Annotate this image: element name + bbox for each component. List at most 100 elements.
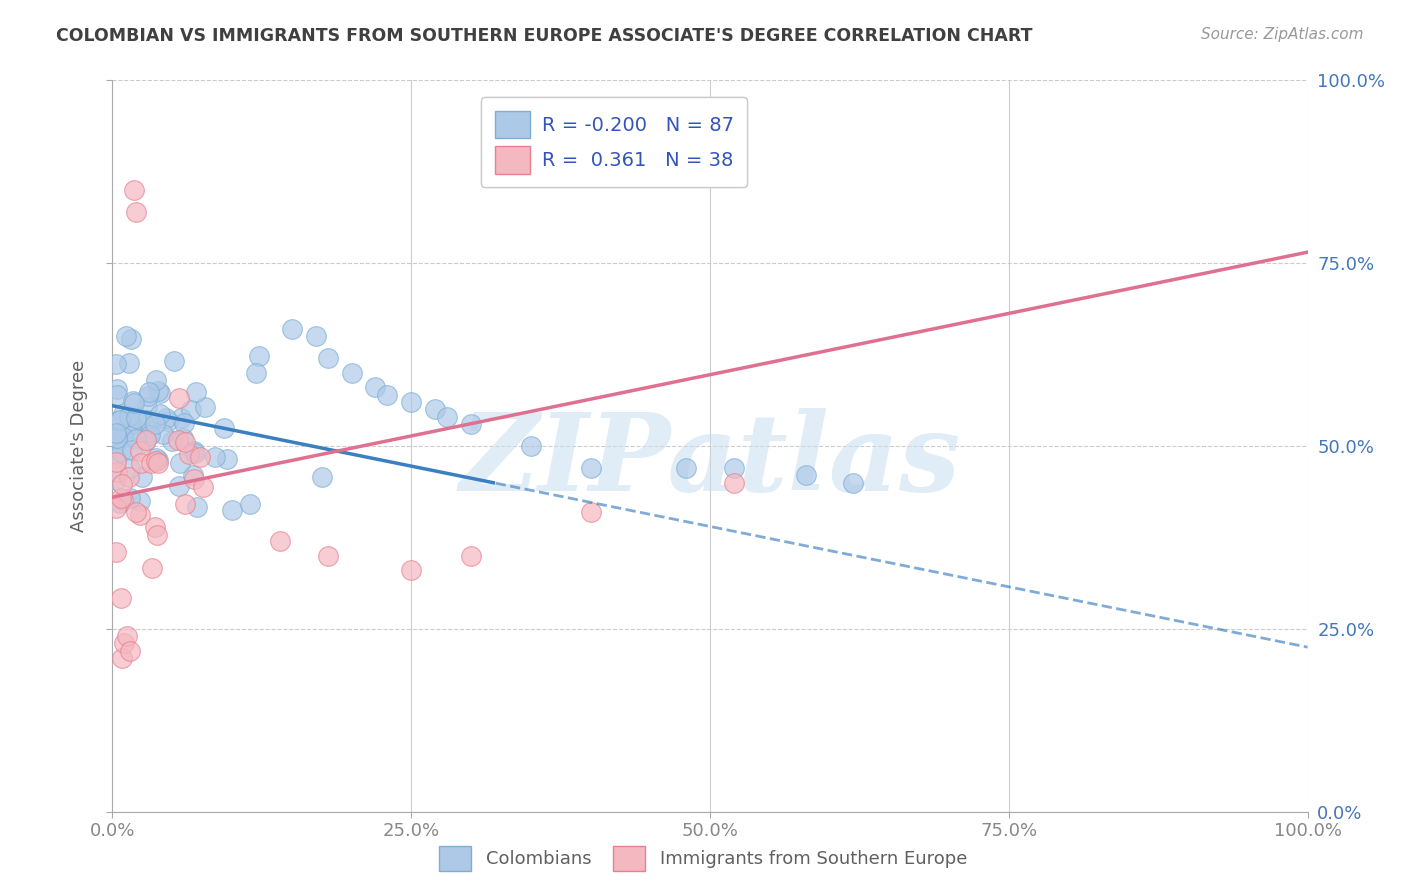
Point — [131, 470, 153, 484]
Point — [135, 413, 157, 427]
Point — [122, 394, 145, 409]
Point — [152, 427, 174, 442]
Legend: R = -0.200   N = 87, R =  0.361   N = 38: R = -0.200 N = 87, R = 0.361 N = 38 — [481, 97, 748, 187]
Point — [122, 396, 145, 410]
Point — [110, 413, 132, 427]
Point — [131, 456, 153, 470]
Point — [401, 395, 423, 409]
Point — [401, 563, 423, 577]
Point — [269, 534, 291, 549]
Point — [316, 351, 339, 366]
Point — [118, 356, 141, 370]
Point — [146, 453, 169, 467]
Point — [134, 435, 156, 450]
Point — [141, 456, 163, 470]
Point — [148, 456, 170, 470]
Point — [139, 428, 162, 442]
Point — [221, 503, 243, 517]
Point — [162, 354, 184, 368]
Point — [114, 423, 136, 437]
Point — [305, 329, 328, 343]
Point — [215, 452, 238, 467]
Point — [135, 400, 157, 414]
Point — [135, 433, 157, 447]
Point — [125, 505, 148, 519]
Point — [520, 439, 543, 453]
Point — [145, 454, 167, 468]
Point — [194, 401, 217, 415]
Point — [105, 451, 128, 466]
Point — [118, 491, 141, 505]
Point — [425, 402, 447, 417]
Point — [162, 434, 184, 449]
Point — [436, 409, 458, 424]
Point — [173, 417, 195, 431]
Point — [120, 644, 142, 658]
Point — [118, 409, 141, 423]
Point — [112, 407, 135, 421]
Point — [145, 528, 167, 542]
Point — [118, 470, 141, 484]
Point — [169, 456, 191, 470]
Point — [167, 479, 190, 493]
Point — [316, 549, 339, 563]
Point — [204, 450, 226, 464]
Point — [156, 414, 179, 428]
Point — [172, 431, 194, 445]
Point — [155, 410, 177, 425]
Point — [364, 380, 387, 394]
Point — [110, 491, 132, 505]
Point — [120, 332, 142, 346]
Point — [105, 545, 128, 559]
Point — [311, 470, 333, 484]
Point — [136, 389, 159, 403]
Point — [167, 392, 190, 406]
Point — [105, 455, 128, 469]
Point — [184, 384, 207, 399]
Point — [166, 433, 188, 447]
Point — [125, 432, 148, 446]
Point — [112, 493, 135, 508]
Point — [191, 480, 214, 494]
Point — [149, 386, 172, 401]
Point — [723, 475, 745, 490]
Point — [188, 450, 211, 464]
Point — [239, 497, 262, 511]
Point — [145, 451, 167, 466]
Point — [121, 443, 143, 458]
Point — [579, 461, 602, 475]
Point — [105, 357, 128, 371]
Point — [460, 417, 482, 431]
Text: ZIPatlas: ZIPatlas — [460, 408, 960, 514]
Point — [122, 183, 145, 197]
Point — [340, 366, 363, 380]
Y-axis label: Associate's Degree: Associate's Degree — [70, 359, 89, 533]
Point — [141, 560, 163, 574]
Point — [114, 636, 135, 650]
Point — [105, 431, 128, 445]
Point — [579, 505, 602, 519]
Point — [107, 414, 129, 428]
Point — [174, 434, 197, 449]
Point — [124, 410, 146, 425]
Point — [108, 496, 131, 510]
Point — [245, 366, 267, 380]
Point — [183, 472, 205, 486]
Point — [184, 446, 207, 460]
Point — [139, 425, 162, 440]
Point — [281, 322, 304, 336]
Text: Source: ZipAtlas.com: Source: ZipAtlas.com — [1201, 27, 1364, 42]
Point — [794, 468, 817, 483]
Legend: Colombians, Immigrants from Southern Europe: Colombians, Immigrants from Southern Eur… — [432, 838, 974, 879]
Point — [143, 417, 166, 432]
Point — [111, 477, 134, 491]
Point — [143, 520, 166, 534]
Point — [675, 461, 697, 475]
Point — [247, 349, 270, 363]
Point — [110, 426, 132, 441]
Point — [105, 473, 128, 487]
Point — [105, 501, 128, 516]
Point — [723, 461, 745, 475]
Point — [129, 444, 152, 458]
Text: COLOMBIAN VS IMMIGRANTS FROM SOUTHERN EUROPE ASSOCIATE'S DEGREE CORRELATION CHAR: COLOMBIAN VS IMMIGRANTS FROM SOUTHERN EU… — [56, 27, 1033, 45]
